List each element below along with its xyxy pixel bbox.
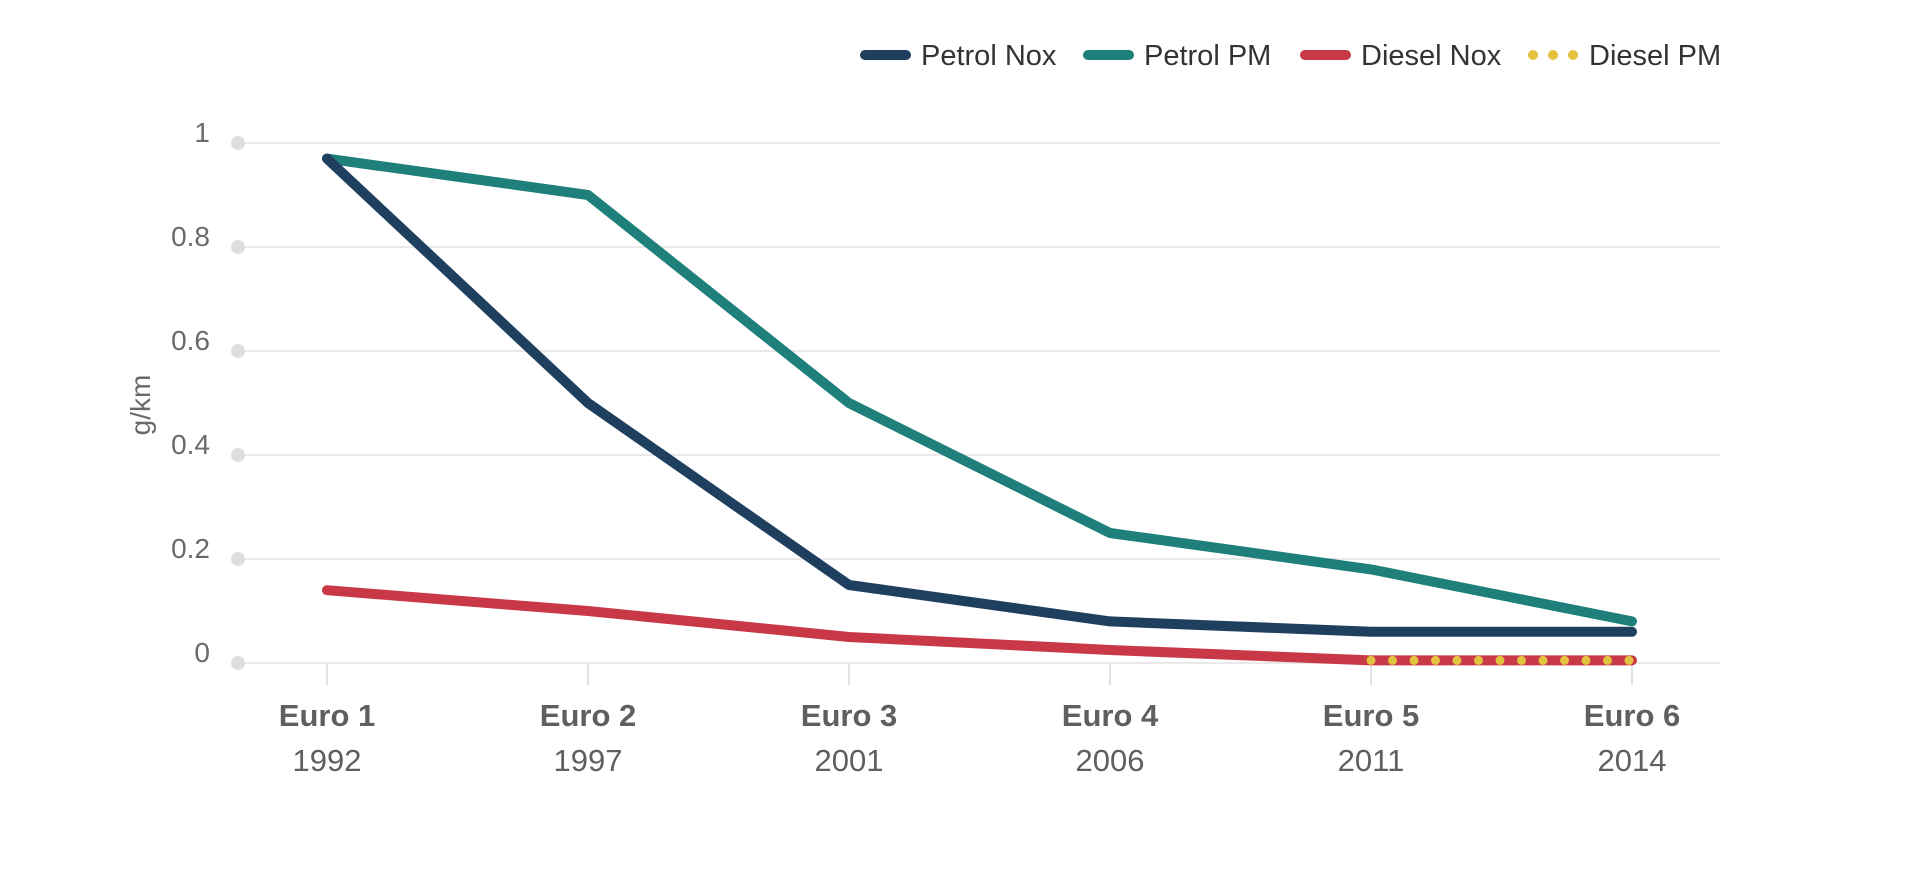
x-tick-year-label: 2001 — [815, 743, 884, 778]
y-axis-title: g/km — [125, 375, 156, 436]
y-tick-dot — [231, 448, 245, 462]
y-tick-dot — [231, 240, 245, 254]
x-tick-label: Euro 2 — [540, 698, 636, 733]
legend-label: Petrol Nox — [921, 40, 1057, 72]
legend-item: Petrol Nox — [860, 40, 1057, 72]
series-line-petrol-pm — [322, 153, 1637, 627]
y-tick-dot — [231, 656, 245, 670]
legend-label: Diesel PM — [1589, 40, 1721, 72]
legend-item: Petrol PM — [1083, 40, 1271, 72]
y-tick-label: 0 — [194, 637, 210, 668]
x-tick-year-label: 2011 — [1338, 743, 1405, 778]
y-tick-label: 0.4 — [171, 429, 210, 460]
y-tick-label: 0.2 — [171, 533, 210, 564]
x-tick-year-label: 1997 — [554, 743, 623, 778]
series-lines — [322, 153, 1637, 666]
series-line-petrol-nox — [322, 153, 1637, 637]
x-tick-label: Euro 1 — [279, 698, 375, 733]
y-tick-dot — [231, 552, 245, 566]
x-tick-label: Euro 6 — [1584, 698, 1680, 733]
grid-lines — [238, 142, 1720, 664]
x-tick-label: Euro 4 — [1062, 698, 1159, 733]
x-tick-year-label: 1992 — [293, 743, 362, 778]
y-tick-label: 1 — [194, 117, 210, 148]
x-axis: Euro 1 1992 Euro 2 1997 Euro 3 2001 Euro 4 2006… — [279, 663, 1680, 778]
legend: Petrol Nox Petrol PM Diesel Nox Diesel PM — [860, 40, 1721, 72]
x-tick-year-label: 2014 — [1598, 743, 1667, 778]
y-tick-dot — [231, 136, 245, 150]
x-tick-year-label: 2006 — [1076, 743, 1145, 778]
x-tick-label: Euro 3 — [801, 698, 897, 733]
y-tick-label: 0.8 — [171, 221, 210, 252]
x-tick-label: Euro 5 — [1323, 698, 1419, 733]
legend-item: Diesel Nox — [1300, 40, 1502, 72]
y-tick-dot — [231, 344, 245, 358]
y-axis: 0 0.2 0.4 0.6 0.8 1 — [171, 117, 245, 670]
legend-label: Petrol PM — [1144, 40, 1271, 72]
y-tick-label: 0.6 — [171, 325, 210, 356]
legend-label: Diesel Nox — [1361, 40, 1502, 72]
legend-item: Diesel PM — [1528, 40, 1721, 72]
